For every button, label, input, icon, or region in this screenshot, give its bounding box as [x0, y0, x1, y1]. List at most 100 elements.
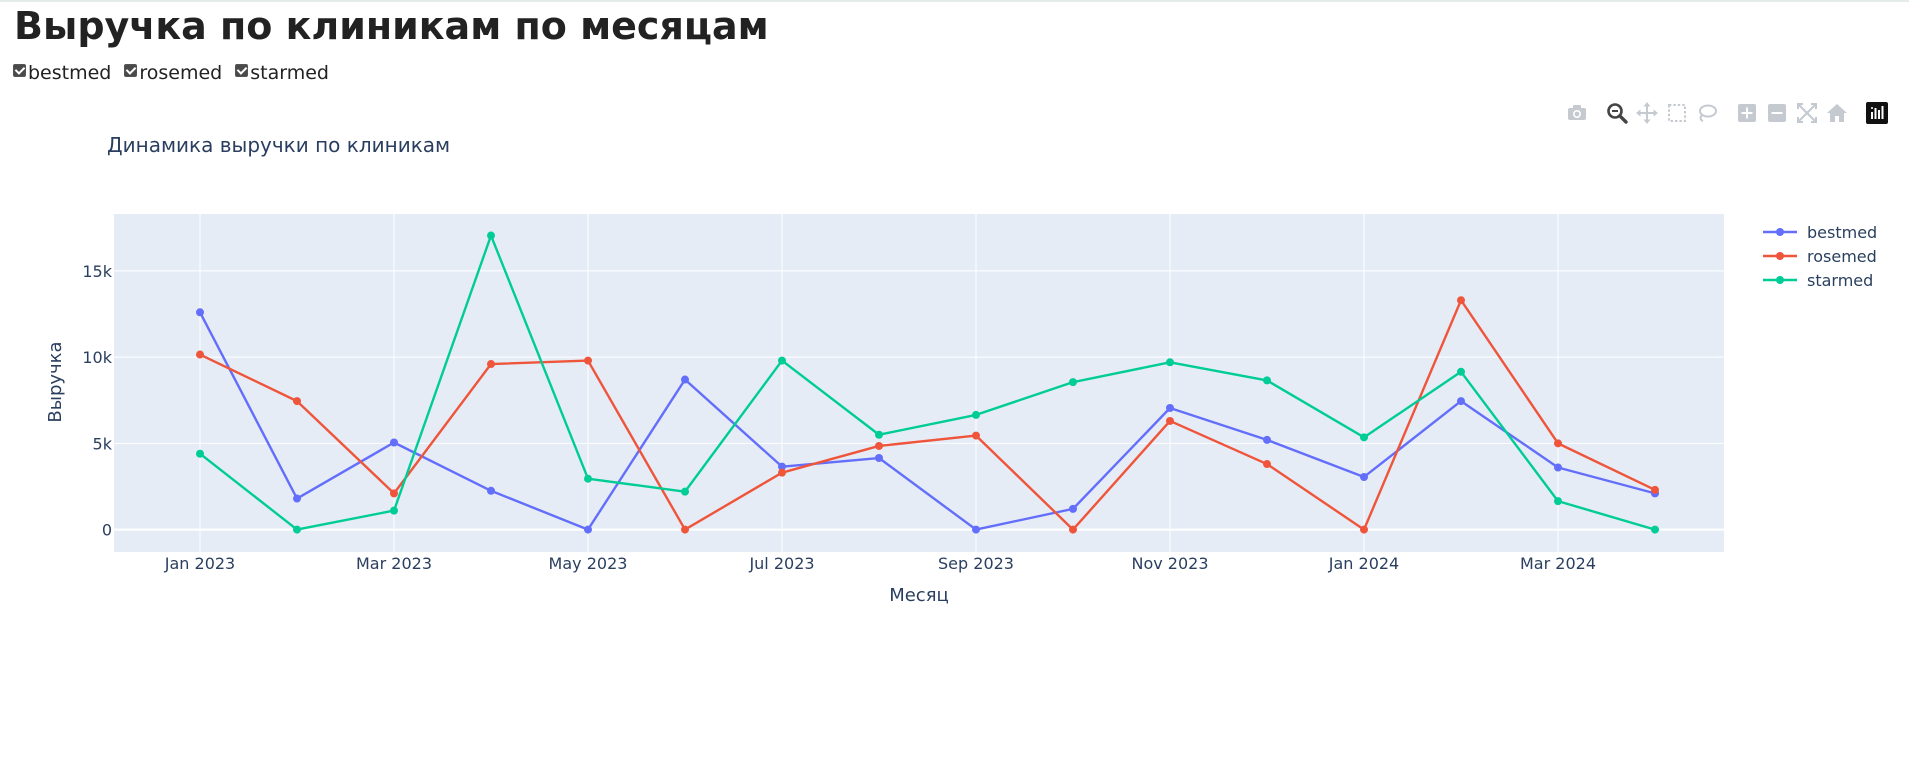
series-rosemed	[196, 296, 1659, 534]
autoscale-icon[interactable]	[1795, 101, 1819, 125]
data-point-rosemed	[1651, 485, 1659, 494]
x-tick-label: Mar 2023	[356, 554, 432, 573]
zoom-in-icon[interactable]	[1735, 101, 1759, 125]
x-axis-ticks: Jan 2023 Mar 2023 May 2023 Jul 2023 Sep 2023…	[164, 554, 1596, 573]
data-point-rosemed	[1263, 460, 1271, 469]
data-point-bestmed	[1457, 397, 1465, 406]
checkbox-rosemed[interactable]	[124, 63, 138, 77]
data-point-bestmed	[293, 494, 301, 503]
data-point-bestmed	[681, 375, 689, 384]
data-point-rosemed	[293, 397, 301, 406]
data-point-bestmed	[1554, 463, 1562, 472]
data-point-starmed	[1166, 358, 1174, 367]
data-point-rosemed	[875, 441, 883, 450]
plot-area[interactable]	[114, 214, 1724, 552]
filter-label-rosemed: rosemed	[139, 62, 223, 84]
legend-marker-rosemed	[1776, 252, 1784, 260]
data-point-rosemed	[681, 525, 689, 534]
x-tick-label: Jan 2023	[164, 554, 235, 573]
data-point-starmed	[196, 449, 204, 458]
data-point-bestmed	[778, 462, 786, 471]
plotly-logo-icon[interactable]	[1865, 101, 1889, 125]
data-point-bestmed	[584, 525, 592, 534]
data-point-rosemed	[1166, 416, 1174, 425]
y-tick-label: 10k	[82, 348, 112, 367]
data-point-starmed	[1554, 497, 1562, 506]
data-point-starmed	[972, 410, 980, 419]
data-point-rosemed	[584, 356, 592, 365]
y-tick-label: 5k	[93, 434, 113, 453]
data-point-starmed	[681, 487, 689, 496]
checkbox-starmed[interactable]	[235, 63, 249, 77]
data-point-rosemed	[972, 431, 980, 440]
home-icon[interactable]	[1825, 101, 1849, 125]
legend-label-starmed: starmed	[1807, 271, 1873, 290]
series-line-bestmed	[198, 311, 1656, 531]
data-point-bestmed	[1263, 435, 1271, 444]
page-title: Выручка по клиникам по месяцам	[14, 4, 769, 48]
filter-rosemed[interactable]: rosemed	[124, 62, 222, 84]
legend-item-starmed[interactable]: starmed	[1763, 271, 1873, 290]
series-starmed	[196, 231, 1659, 534]
chart-title: Динамика выручки по клиникам	[107, 133, 450, 157]
x-tick-label: Jul 2023	[748, 554, 814, 573]
data-point-rosemed	[196, 350, 204, 359]
checkbox-bestmed[interactable]	[13, 63, 26, 77]
camera-icon[interactable]	[1565, 101, 1589, 125]
data-point-bestmed	[487, 486, 495, 495]
grid-lines	[114, 214, 1724, 552]
data-point-bestmed	[1069, 504, 1077, 513]
box-select-icon[interactable]	[1665, 101, 1689, 125]
data-point-starmed	[1651, 525, 1659, 534]
data-point-bestmed	[1166, 404, 1174, 413]
series-layer	[196, 231, 1659, 534]
filter-starmed[interactable]: starmed	[235, 62, 329, 84]
x-tick-label: Sep 2023	[938, 554, 1014, 573]
data-point-rosemed	[487, 360, 495, 369]
data-point-rosemed	[1457, 296, 1465, 305]
legend-label-rosemed: rosemed	[1807, 247, 1877, 266]
data-point-starmed	[293, 525, 301, 534]
data-point-starmed	[1069, 378, 1077, 387]
data-point-starmed	[875, 430, 883, 439]
legend-item-rosemed[interactable]: rosemed	[1763, 247, 1877, 266]
data-point-rosemed	[778, 468, 786, 477]
data-point-starmed	[390, 506, 398, 515]
pan-icon[interactable]	[1635, 101, 1659, 125]
data-point-starmed	[1360, 433, 1368, 442]
x-tick-label: Jan 2024	[1328, 554, 1399, 573]
x-axis-title: Месяц	[889, 585, 949, 606]
data-point-starmed	[1263, 376, 1271, 385]
chart-legend: bestmed rosemed starmed	[1763, 223, 1877, 290]
x-tick-label: May 2023	[549, 554, 628, 573]
data-point-bestmed	[390, 438, 398, 447]
page-top-border	[0, 0, 1909, 2]
data-point-rosemed	[390, 489, 398, 498]
x-tick-label: Nov 2023	[1131, 554, 1208, 573]
legend-marker-starmed	[1776, 276, 1784, 284]
data-point-rosemed	[1554, 439, 1562, 448]
series-line-rosemed	[199, 299, 1656, 531]
data-point-rosemed	[1069, 525, 1077, 534]
series-line-starmed	[199, 234, 1656, 531]
data-point-starmed	[584, 474, 592, 483]
data-point-bestmed	[196, 308, 204, 317]
legend-label-bestmed: bestmed	[1807, 223, 1877, 242]
data-point-bestmed	[1360, 472, 1368, 481]
y-tick-label: 15k	[82, 262, 112, 281]
data-point-rosemed	[1360, 525, 1368, 534]
data-point-starmed	[1457, 367, 1465, 376]
y-axis-ticks: 0 5k 10k 15k	[82, 262, 112, 540]
series-bestmed	[196, 308, 1659, 534]
y-axis-title: Выручка	[45, 341, 66, 422]
lasso-select-icon[interactable]	[1695, 101, 1719, 125]
legend-item-bestmed[interactable]: bestmed	[1763, 223, 1877, 242]
filter-label-bestmed: bestmed	[28, 62, 112, 84]
filter-bestmed[interactable]: bestmed	[13, 62, 111, 84]
legend-marker-bestmed	[1776, 228, 1784, 236]
filter-label-starmed: starmed	[250, 62, 329, 84]
zoom-icon[interactable]	[1605, 101, 1629, 125]
zoom-out-icon[interactable]	[1765, 101, 1789, 125]
